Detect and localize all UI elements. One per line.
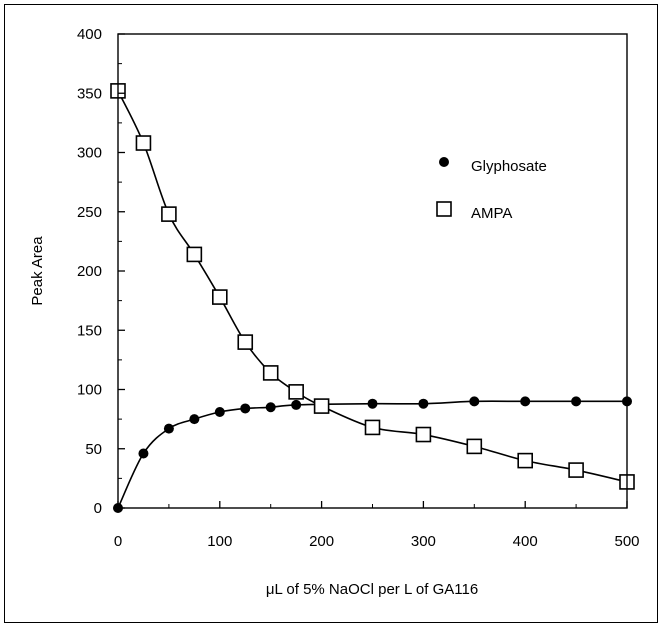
- legend-ampa-marker: [436, 201, 452, 217]
- y-tick-label: 100: [77, 382, 102, 399]
- ampa-point: [517, 452, 534, 469]
- y-tick-label: 400: [77, 26, 102, 43]
- glyphosate-point: [520, 396, 531, 407]
- glyphosate-point: [138, 448, 149, 459]
- ampa-point: [313, 398, 330, 414]
- y-tick-label: 350: [77, 85, 102, 102]
- y-tick-label: 50: [85, 441, 102, 458]
- chart-frame: [4, 4, 658, 623]
- y-axis-title: Peak Area: [29, 236, 46, 306]
- ampa-point: [466, 438, 483, 455]
- y-tick-label: 150: [77, 322, 102, 339]
- ampa-point: [135, 135, 152, 151]
- legend: Glyphosate AMPA: [436, 157, 547, 222]
- glyphosate-point: [367, 398, 378, 409]
- ampa-point: [415, 426, 432, 443]
- y-tick-label: 0: [94, 500, 102, 517]
- x-axis-title: μL of 5% NaOCl per L of GA116: [266, 581, 478, 598]
- legend-ampa-label: AMPA: [471, 205, 512, 222]
- ampa-point: [288, 384, 304, 400]
- x-tick-label: 200: [309, 533, 334, 550]
- ampa-point: [186, 246, 203, 263]
- glyphosate-point: [418, 398, 429, 409]
- glyphosate-point: [265, 402, 276, 413]
- glyphosate-point: [189, 414, 200, 425]
- legend-glyphosate-marker: [439, 157, 449, 167]
- ampa-point: [212, 289, 228, 305]
- y-tick-label: 300: [77, 145, 102, 162]
- ampa-point: [262, 365, 279, 381]
- x-tick-label: 500: [614, 533, 639, 550]
- plot-area: [117, 33, 628, 509]
- y-tick-label: 250: [77, 204, 102, 221]
- x-tick-label: 0: [114, 533, 122, 550]
- ampa-point: [161, 206, 177, 222]
- glyphosate-point: [163, 423, 174, 434]
- ampa-point: [237, 334, 254, 350]
- x-tick-label: 300: [411, 533, 436, 550]
- glyphosate-point: [571, 396, 582, 407]
- glyphosate-point: [469, 396, 480, 407]
- glyphosate-point: [291, 399, 302, 410]
- glyphosate-point: [240, 403, 251, 414]
- x-tick-label: 100: [207, 533, 232, 550]
- y-tick-label: 200: [77, 263, 102, 280]
- legend-glyphosate-label: Glyphosate: [471, 158, 547, 175]
- ampa-point: [568, 462, 584, 478]
- ampa-point: [364, 419, 381, 436]
- glyphosate-point: [214, 407, 225, 418]
- x-tick-label: 400: [513, 533, 538, 550]
